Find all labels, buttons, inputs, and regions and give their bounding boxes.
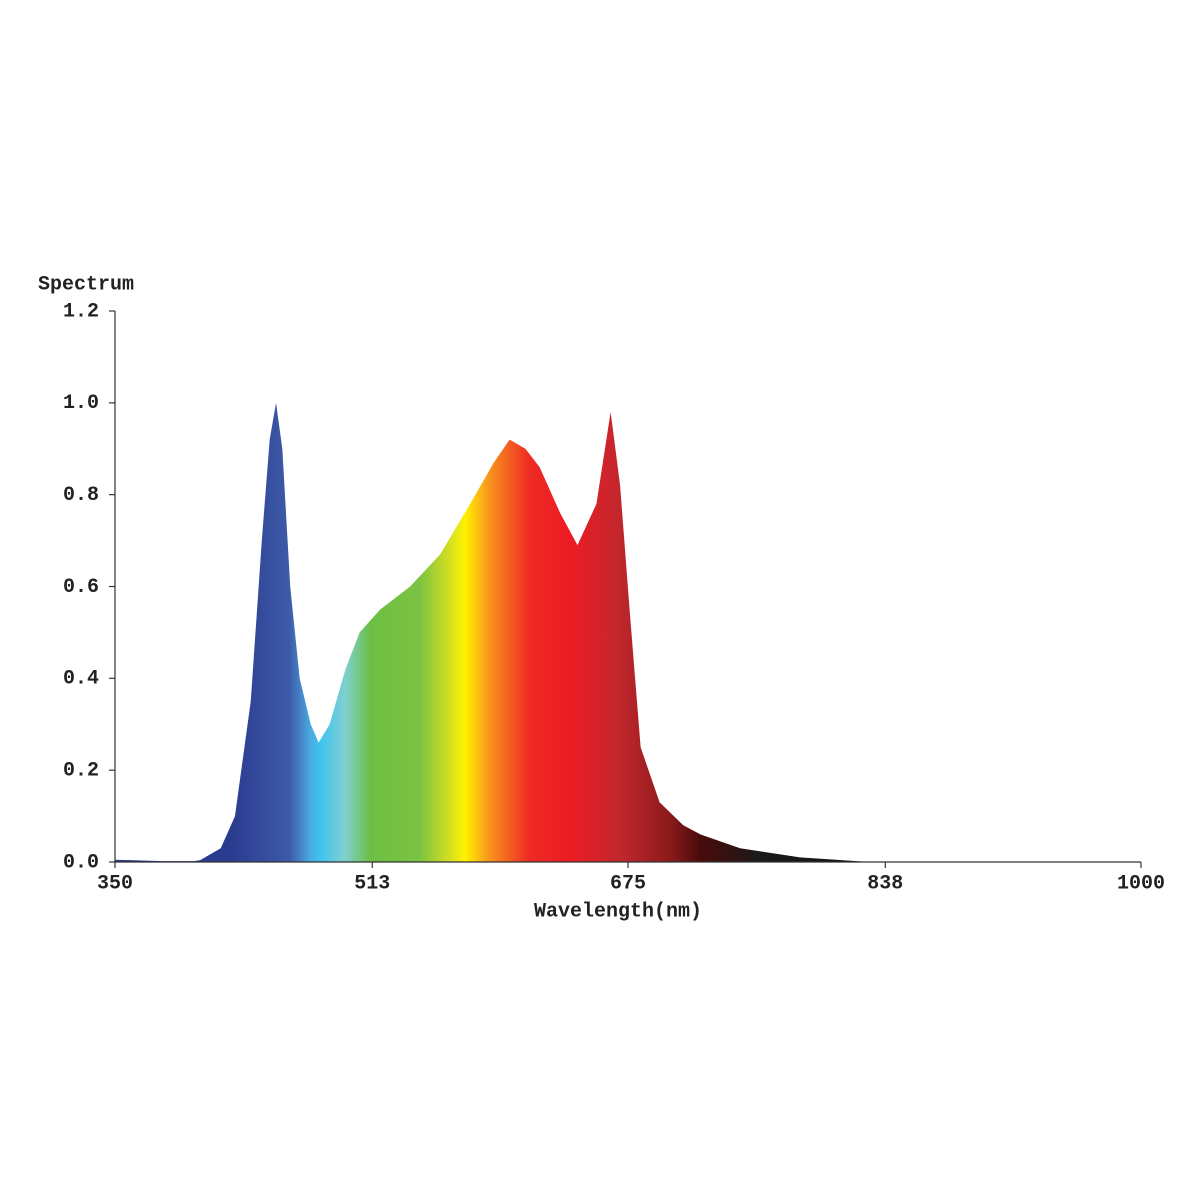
y-tick-label: 1.2 — [63, 300, 99, 323]
y-tick-label: 0.6 — [63, 576, 99, 599]
y-tick-label: 0.0 — [63, 851, 99, 874]
x-tick-label: 350 — [97, 872, 133, 895]
y-tick-label: 0.8 — [63, 484, 99, 507]
x-tick-label: 513 — [354, 872, 390, 895]
spectrum-area — [115, 402, 1141, 862]
x-axis-title: Wavelength(nm) — [534, 900, 702, 923]
y-tick-label: 0.2 — [63, 759, 99, 782]
y-tick-label: 1.0 — [63, 392, 99, 415]
x-tick-label: 1000 — [1117, 872, 1165, 895]
y-axis-title: Spectrum — [38, 273, 134, 296]
x-tick-label: 675 — [610, 872, 646, 895]
x-tick-label: 838 — [867, 872, 903, 895]
y-tick-label: 0.4 — [63, 668, 99, 691]
